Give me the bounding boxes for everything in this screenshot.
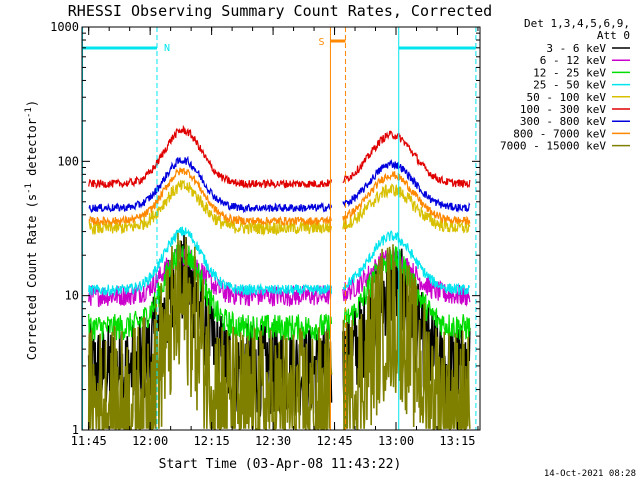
legend-label-0: 3 - 6 keV [546, 42, 606, 55]
series-layer [87, 124, 471, 430]
series-line-4 [88, 179, 471, 237]
plot-frame [81, 26, 481, 431]
legend-header-line1: Det 1,3,4,5,6,9, [524, 17, 630, 30]
legend-label-5: 100 - 300 keV [520, 103, 606, 116]
series-line-8 [87, 232, 471, 430]
series-line-7 [88, 167, 471, 227]
y-tick-label: 10 [65, 289, 79, 303]
legend-label-3: 25 - 50 keV [533, 79, 606, 92]
legend-label-2: 12 - 25 keV [533, 66, 606, 79]
chart-title: RHESSI Observing Summary Count Rates, Co… [68, 2, 492, 20]
x-tick-label: 12:45 [316, 434, 352, 448]
legend-label-4: 50 - 100 keV [527, 91, 607, 104]
y-tick-label: 100 [57, 154, 79, 168]
x-tick-label: 12:15 [194, 434, 230, 448]
series-line-2 [88, 241, 471, 341]
night-label: N [164, 43, 170, 54]
series-line-3 [88, 226, 471, 297]
axes-layer: 11:45 12:00 12:15 12:30 12:45 13:00 13:15 1 10 10… [50, 20, 481, 448]
legend-header-line2: Att 0 [597, 29, 630, 42]
x-tick-label: 13:00 [378, 434, 414, 448]
series-line-6 [88, 155, 471, 214]
y-tick-label: 1000 [50, 20, 79, 34]
y-axis-label-exp1: -1 [24, 183, 34, 194]
legend-label-6: 300 - 800 keV [520, 115, 606, 128]
legend-label-8: 7000 - 15000 keV [500, 140, 606, 153]
annotation-layer: NS [82, 27, 477, 430]
saa-label: S [318, 37, 324, 48]
x-axis-label: Start Time (03-Apr-08 11:43:22) [159, 457, 402, 472]
footer-date: 14-Oct-2021 08:28 [544, 469, 636, 479]
y-tick-label: 1 [72, 423, 79, 437]
x-tick-label: 12:00 [132, 434, 168, 448]
series-line-5 [88, 124, 471, 189]
x-tick-label: 12:30 [255, 434, 291, 448]
y-axis-label-exp2: -1 [24, 107, 34, 118]
x-tick-label: 13:15 [439, 434, 475, 448]
legend-label-1: 6 - 12 keV [540, 54, 607, 67]
legend-label-7: 800 - 7000 keV [513, 127, 606, 140]
x-tick-label: 11:45 [71, 434, 107, 448]
y-axis-label: Corrected Count Rate (s-1 detector-1) [24, 100, 39, 360]
